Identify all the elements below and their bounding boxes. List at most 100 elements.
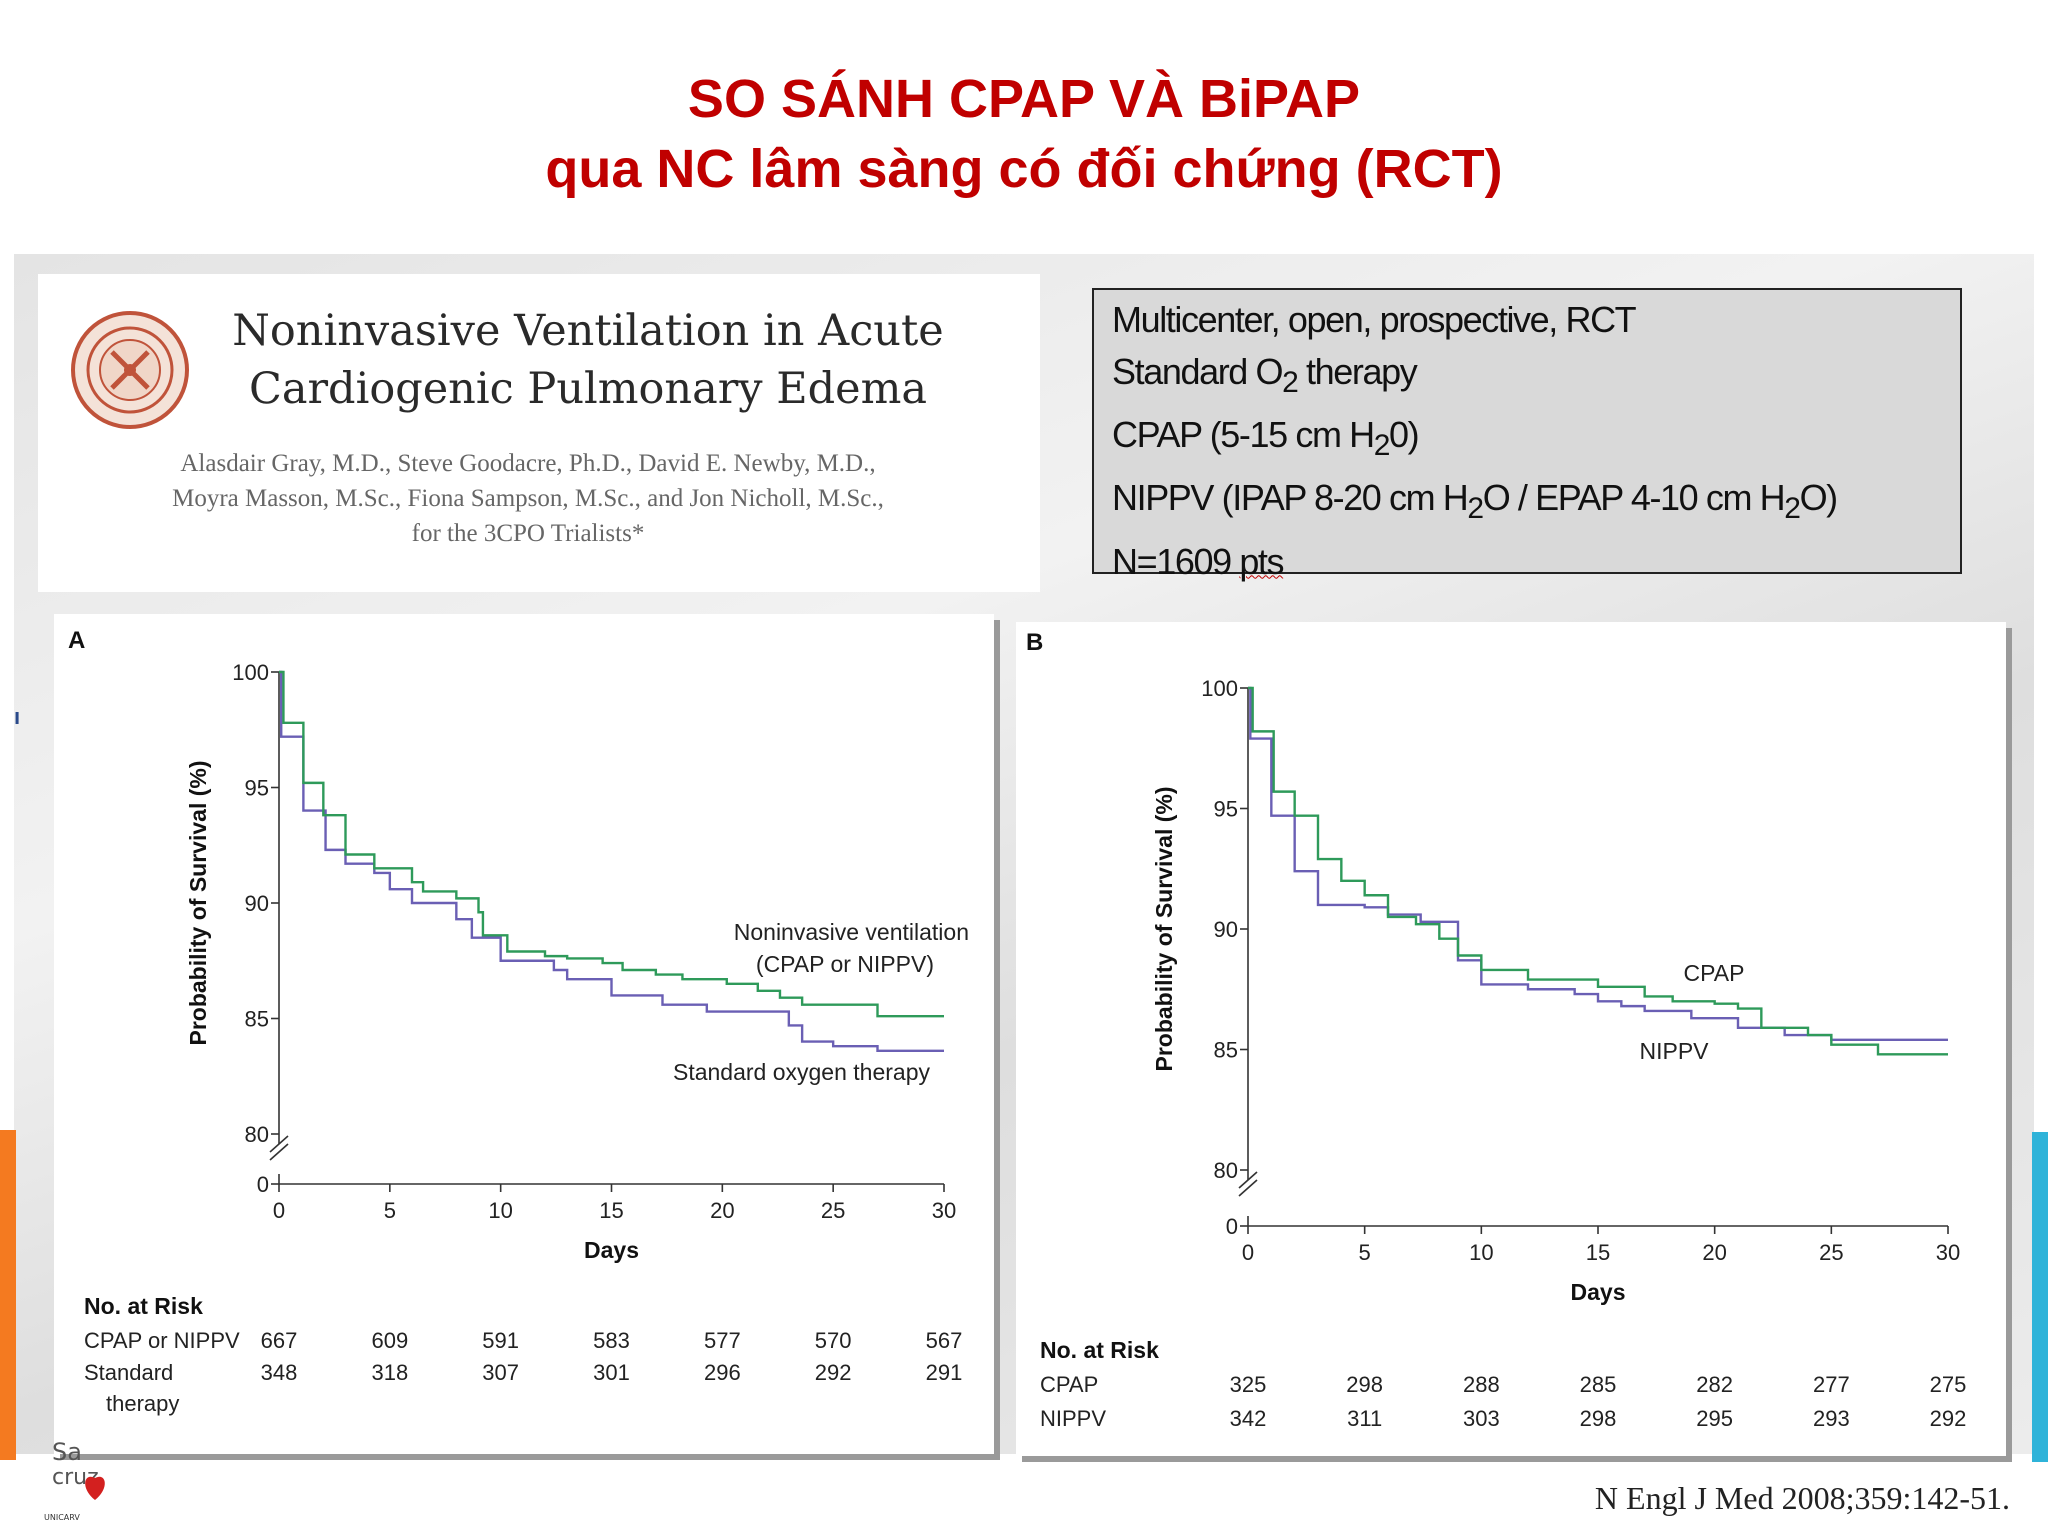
risk-table-header: No. at Risk	[84, 1293, 203, 1319]
x-tick-label: 30	[1936, 1240, 1960, 1265]
series-label: NIPPV	[1639, 1038, 1709, 1064]
panel-label: B	[1026, 629, 1043, 656]
y-axis-title: Probability of Survival (%)	[1151, 787, 1177, 1072]
orange-side-bar	[0, 1130, 16, 1460]
x-tick-label: 15	[599, 1198, 623, 1223]
risk-value: 291	[926, 1360, 963, 1385]
x-tick-label: 10	[1469, 1240, 1493, 1265]
x-tick-label: 20	[1702, 1240, 1726, 1265]
info-cpap: CPAP (5-15 cm H20)	[1112, 409, 1942, 472]
info-text: CPAP (5-15 cm H	[1112, 414, 1375, 456]
info-text: 0)	[1389, 414, 1420, 456]
y-tick-label: 90	[245, 891, 269, 916]
risk-value: 583	[593, 1328, 630, 1353]
survival-chart-b: B 100 95 90 85 80 0 0 5 10 15 20 25 30 Days Probability…	[1016, 622, 2006, 1456]
y-tick-label: 90	[1214, 917, 1238, 942]
survival-line-green	[279, 670, 944, 1018]
nejm-seal-icon	[71, 311, 189, 429]
y-tick-label: 85	[245, 1007, 269, 1032]
x-tick-label: 0	[1242, 1240, 1254, 1265]
axis-break-mark	[269, 1135, 289, 1153]
risk-value: 298	[1346, 1372, 1383, 1397]
authors-line3: for the 3CPO Trialists*	[411, 520, 645, 547]
survival-chart-a: A 100 95 90 85 80 0 0 5 10 15 20 25 30 Days Probability…	[54, 614, 994, 1454]
x-tick-label: 10	[488, 1198, 512, 1223]
risk-value: 293	[1813, 1406, 1850, 1431]
y-tick-label: 0	[1226, 1214, 1238, 1239]
risk-value: 288	[1463, 1372, 1500, 1397]
paper-title-line1: Noninvasive Ventilation in Acute	[232, 306, 944, 356]
survival-line-purple	[1248, 686, 1948, 1042]
citation: N Engl J Med 2008;359:142-51.	[1594, 1480, 2010, 1516]
risk-value: 325	[1230, 1372, 1267, 1397]
risk-row-label: CPAP	[1040, 1372, 1098, 1397]
info-sub: 2	[1373, 429, 1391, 463]
y-axis-title: Probability of Survival (%)	[185, 761, 211, 1046]
paper-title: Noninvasive Ventilation in Acute Cardiog…	[208, 302, 968, 418]
info-text: NIPPV (IPAP 8-20 cm H	[1112, 477, 1469, 519]
y-tick-label: 100	[1201, 676, 1238, 701]
info-text: Standard O	[1112, 351, 1284, 392]
info-sub: 2	[1784, 492, 1801, 526]
risk-value: 311	[1347, 1406, 1382, 1431]
risk-value: 296	[704, 1360, 741, 1385]
risk-value: 275	[1930, 1372, 1967, 1397]
chart-a-svg: A 100 95 90 85 80 00 5 10 15 20 25 30 Days Probability…	[68, 627, 969, 1416]
risk-value: 292	[1930, 1406, 1967, 1431]
info-sub: 2	[1467, 492, 1484, 526]
info-text: O)	[1799, 477, 1839, 519]
risk-value: 667	[261, 1328, 298, 1353]
logo-caption: UNICARV	[44, 1513, 80, 1522]
x-tick-label: 30	[932, 1198, 956, 1223]
series-label: (CPAP or NIPPV)	[756, 951, 934, 977]
x-tick-label: 15	[1586, 1240, 1610, 1265]
paper-header: Noninvasive Ventilation in Acute Cardiog…	[38, 274, 1040, 592]
risk-value: 282	[1696, 1372, 1733, 1397]
axis-break-mark	[269, 1143, 289, 1161]
slide-title-line1: SO SÁNH CPAP VÀ BiPAP	[687, 69, 1361, 129]
info-standard-therapy: Standard O2 therapy	[1112, 346, 1942, 409]
risk-value: 348	[261, 1360, 298, 1385]
info-nippv: NIPPV (IPAP 8-20 cm H2O / EPAP 4-10 cm H…	[1112, 472, 1942, 535]
risk-value: 577	[704, 1328, 741, 1353]
risk-row-label: Standard	[84, 1360, 173, 1385]
stray-mark: ı	[14, 704, 21, 729]
risk-value: 609	[371, 1328, 408, 1353]
authors-line1: Alasdair Gray, M.D., Steve Goodacre, Ph.…	[180, 450, 876, 477]
paper-title-line2: Cardiogenic Pulmonary Edema	[248, 364, 928, 414]
paper-authors: Alasdair Gray, M.D., Steve Goodacre, Ph.…	[128, 446, 928, 551]
slide-title-line2: qua NC lâm sàng có đối chứng (RCT)	[545, 139, 1503, 199]
risk-value: 307	[482, 1360, 519, 1385]
y-tick-label: 100	[232, 660, 269, 685]
risk-value: 292	[815, 1360, 852, 1385]
y-tick-label: 80	[1214, 1158, 1238, 1183]
info-text: N=1609	[1112, 540, 1240, 582]
risk-value: 298	[1580, 1406, 1617, 1431]
y-tick-label: 80	[245, 1122, 269, 1147]
risk-value: 301	[593, 1360, 630, 1385]
y-tick-label: 95	[245, 776, 269, 801]
info-pts: pts	[1239, 540, 1284, 582]
blue-side-bar	[2032, 1132, 2048, 1462]
x-axis-title: Days	[1571, 1279, 1626, 1305]
risk-value: 567	[926, 1328, 963, 1353]
authors-line2: Moyra Masson, M.Sc., Fiona Sampson, M.Sc…	[172, 485, 884, 512]
series-label: Standard oxygen therapy	[673, 1059, 931, 1085]
risk-value: 285	[1580, 1372, 1617, 1397]
risk-table-header: No. at Risk	[1040, 1337, 1159, 1363]
risk-value: 342	[1230, 1406, 1267, 1431]
x-tick-label: 5	[1359, 1240, 1371, 1265]
panel-label: A	[68, 627, 85, 654]
y-tick-label: 85	[1214, 1038, 1238, 1063]
chart-b-svg: B 100 95 90 85 80 00 5 10 15 20 25 30 Days Probability…	[1026, 629, 1967, 1431]
risk-value: 591	[482, 1328, 519, 1353]
risk-value: 277	[1813, 1372, 1850, 1397]
survival-line-purple	[279, 670, 944, 1053]
logo-heart-icon: Sa cruz UNICARV	[44, 1438, 105, 1522]
info-design: Multicenter, open, prospective, RCT	[1112, 299, 1637, 340]
risk-value: 570	[815, 1328, 852, 1353]
x-tick-label: 20	[710, 1198, 734, 1223]
risk-row-label: CPAP or NIPPV	[84, 1328, 240, 1353]
y-tick-label: 95	[1214, 797, 1238, 822]
x-tick-label: 25	[1819, 1240, 1843, 1265]
